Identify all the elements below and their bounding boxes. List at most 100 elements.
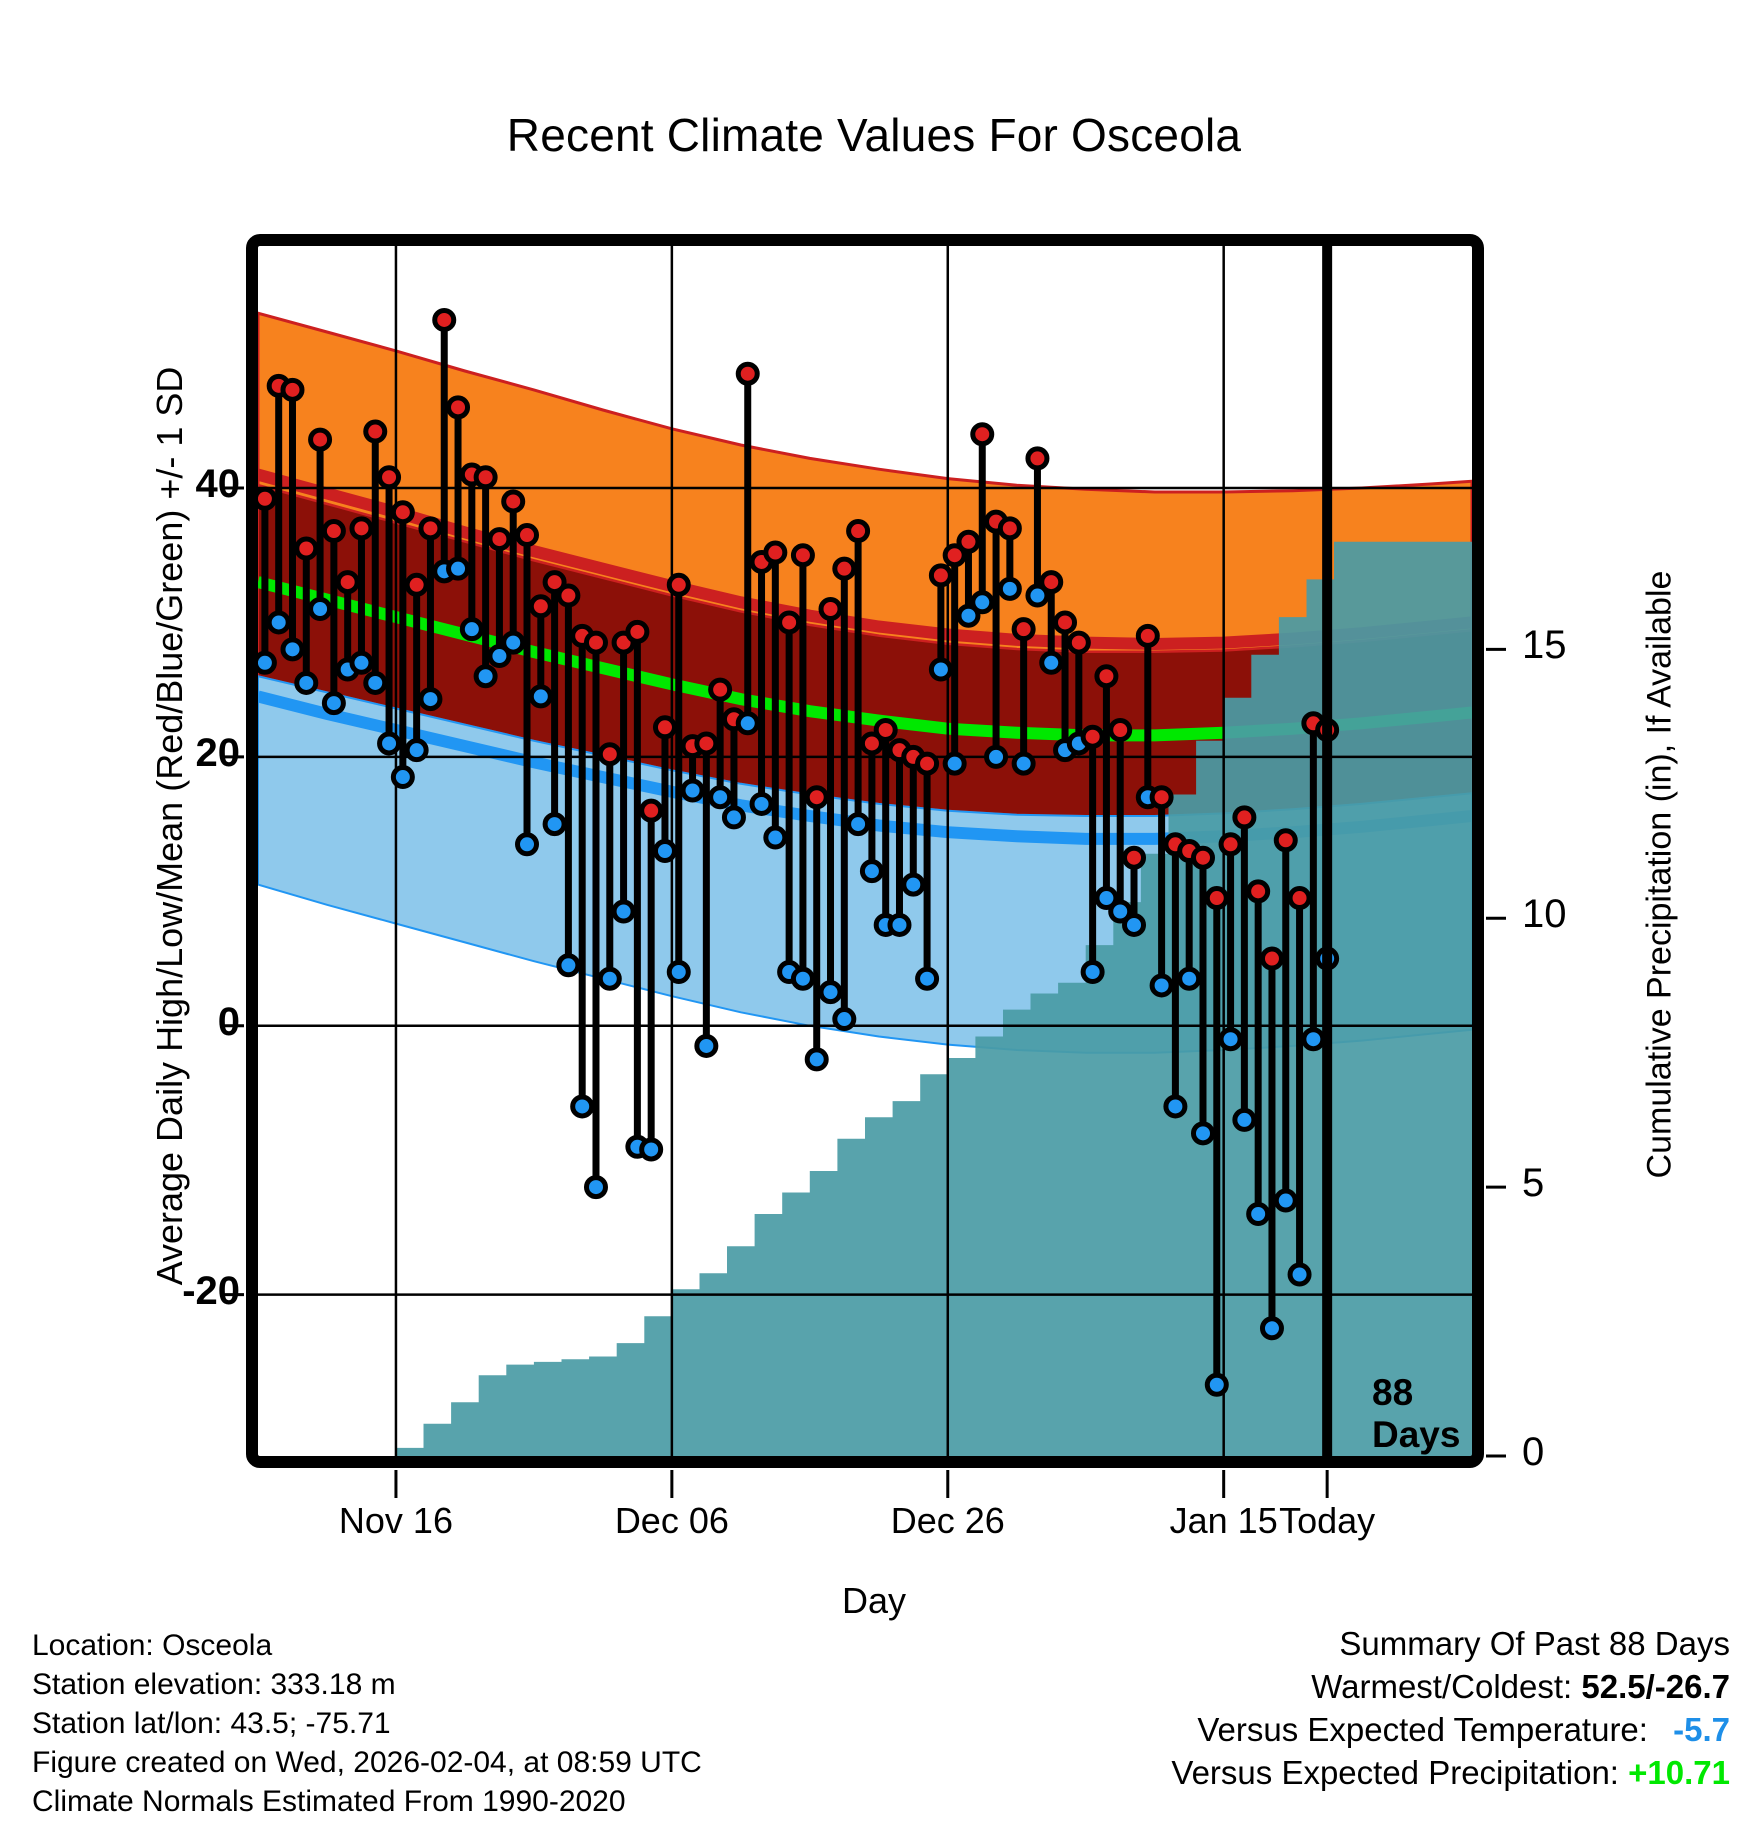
observation-low-marker [363, 670, 388, 695]
observation-low-marker [790, 966, 815, 991]
observation-low-marker [377, 731, 402, 756]
observation-high-marker [349, 516, 374, 541]
observation-high-marker [501, 489, 526, 514]
observation-low-marker [680, 778, 705, 803]
observation-low-marker [1177, 966, 1202, 991]
observation-high-marker [1190, 845, 1215, 870]
observation-high-marker [763, 540, 788, 565]
observation-high-marker [1259, 946, 1284, 971]
footer-created: Figure created on Wed, 2026-02-04, at 08… [32, 1746, 702, 1779]
y-tick-left-20: 20 [195, 730, 241, 775]
observation-low-marker [1080, 960, 1105, 984]
observation-low-marker [308, 597, 333, 621]
observation-low-marker [763, 825, 788, 850]
footer-metadata: Location: Osceola Station elevation: 333… [32, 1626, 702, 1821]
plot-frame [246, 234, 1484, 1468]
observation-low-marker [1122, 912, 1147, 937]
observation-high-marker [597, 742, 622, 767]
observation-high-marker [487, 527, 512, 552]
x-tick-today: Today [1279, 1500, 1376, 1541]
days-word: Days [1372, 1414, 1461, 1455]
observation-low-marker [446, 556, 471, 581]
observation-low-marker [515, 832, 540, 857]
observation-high-marker [528, 594, 553, 619]
observation-low-marker [1218, 1027, 1243, 1052]
observation-low-marker [1011, 751, 1036, 776]
observation-high-marker [970, 422, 995, 447]
observation-high-marker [1066, 630, 1091, 655]
footer-normals: Climate Normals Estimated From 1990-2020 [32, 1785, 626, 1818]
observation-low-marker [258, 650, 277, 675]
observation-high-marker [335, 570, 360, 595]
page-title: Recent Climate Values For Osceola [506, 109, 1242, 161]
observation-high-marker [583, 630, 608, 655]
observation-low-marker [611, 899, 636, 924]
observation-low-marker [1204, 1372, 1229, 1397]
observation-high-marker [556, 583, 581, 608]
observation-high-marker [321, 519, 346, 544]
observation-high-marker [432, 307, 457, 332]
observation-high-marker [639, 798, 664, 823]
observation-high-marker [377, 465, 402, 490]
observation-high-marker [1080, 724, 1105, 749]
observation-low-marker [942, 751, 967, 776]
observation-low-marker [528, 684, 553, 709]
observation-high-marker [1025, 446, 1050, 471]
observation-high-marker [294, 536, 319, 561]
precipitation-area [258, 541, 1472, 1456]
footer-latlon: Station lat/lon: 43.5; -75.71 [32, 1707, 391, 1740]
observation-high-marker [1039, 570, 1064, 595]
warmest-coldest-label: Warmest/Coldest: [1311, 1668, 1582, 1705]
observation-low-marker [404, 738, 429, 763]
observation-low-marker [1259, 1316, 1284, 1341]
observation-high-marker [818, 597, 843, 621]
observation-low-marker [266, 610, 291, 635]
observation-low-marker [570, 1094, 595, 1119]
y-tick-right-15: 15 [1522, 623, 1567, 668]
observation-low-marker [487, 644, 512, 669]
observation-high-marker [997, 516, 1022, 541]
observation-high-marker [915, 751, 940, 776]
observation-high-marker [846, 519, 871, 544]
warmest-coldest-value: 52.5/-26.7 [1581, 1668, 1730, 1705]
observation-low-marker [1246, 1202, 1271, 1226]
observation-low-marker [721, 805, 746, 830]
observation-low-marker [1108, 899, 1133, 924]
observation-high-marker [790, 543, 815, 568]
y-tick-right-5: 5 [1522, 1161, 1545, 1206]
observation-high-marker [1273, 828, 1298, 853]
summary-warmest-coldest: Warmest/Coldest: 52.5/-26.7 [1171, 1665, 1730, 1708]
y-tick-left-neg20: -20 [182, 1268, 240, 1313]
x-tick-dec-06: Dec 06 [614, 1500, 729, 1541]
observation-low-marker [1190, 1121, 1215, 1146]
days-count: 88 [1372, 1372, 1414, 1413]
observation-high-marker [859, 731, 884, 756]
observation-low-marker [915, 966, 940, 991]
observation-low-marker [928, 657, 953, 682]
temp-value: -5.7 [1673, 1711, 1730, 1748]
observation-low-marker [501, 630, 526, 655]
observation-low-marker [846, 812, 871, 837]
summary-heading: Summary Of Past 88 Days [1339, 1625, 1730, 1662]
temp-label: Versus Expected Temperature: [1197, 1711, 1658, 1748]
observation-low-marker [1287, 1262, 1312, 1287]
observation-low-marker [583, 1175, 608, 1200]
observation-high-marker [1011, 617, 1036, 642]
observation-low-marker [1273, 1188, 1298, 1213]
x-tick-dec-26: Dec 26 [890, 1500, 1005, 1541]
observation-high-marker [473, 465, 498, 490]
observation-high-marker [515, 523, 540, 548]
observation-high-marker [418, 516, 443, 541]
observation-high-marker [1149, 785, 1174, 810]
summary-panel: Summary Of Past 88 Days Warmest/Coldest:… [1171, 1622, 1730, 1794]
observation-low-marker [694, 1033, 719, 1058]
precip-label: Versus Expected Precipitation: [1171, 1754, 1629, 1791]
footer-elevation: Station elevation: 333.18 m [32, 1668, 396, 1701]
observation-high-marker [1246, 879, 1271, 904]
observation-low-marker [1025, 583, 1050, 608]
observation-high-marker [390, 500, 415, 525]
observation-low-marker [418, 687, 443, 712]
tick-marks [224, 486, 1506, 1498]
y-tick-left-0: 0 [217, 999, 240, 1044]
